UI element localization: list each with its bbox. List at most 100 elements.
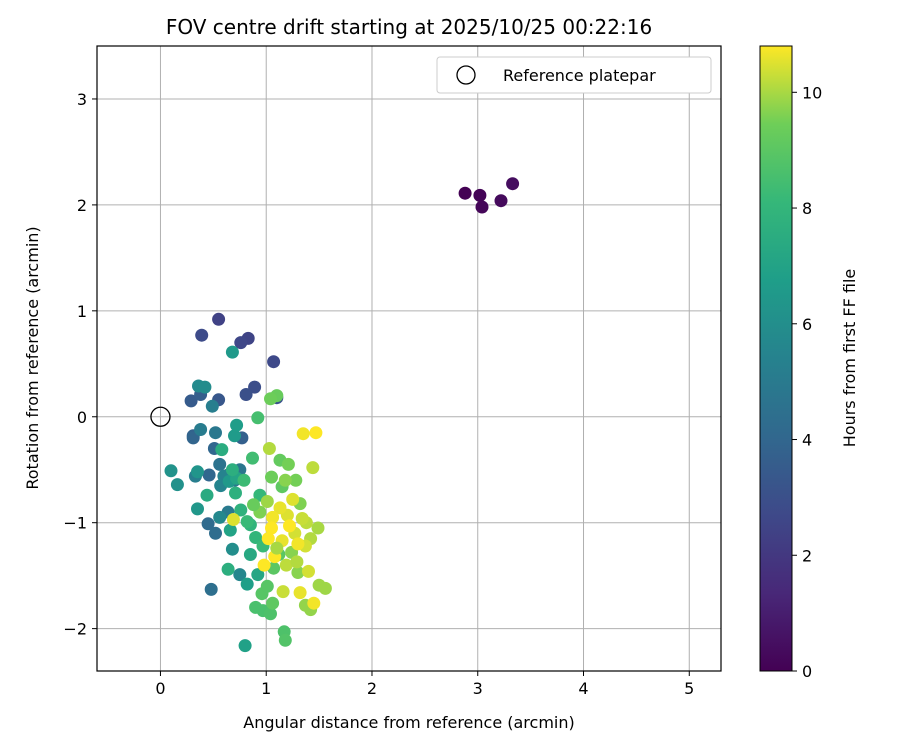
data-point bbox=[278, 633, 292, 647]
data-point bbox=[213, 457, 227, 471]
data-point bbox=[251, 568, 265, 582]
data-point bbox=[228, 429, 241, 443]
data-point bbox=[307, 596, 321, 610]
x-tick-label: 5 bbox=[684, 679, 694, 698]
data-point bbox=[239, 388, 253, 401]
data-point bbox=[267, 355, 281, 369]
data-point bbox=[291, 566, 305, 579]
data-point bbox=[233, 568, 247, 582]
data-point bbox=[295, 512, 309, 525]
data-point bbox=[191, 502, 204, 516]
data-point bbox=[191, 465, 204, 479]
data-point bbox=[273, 501, 287, 515]
data-point bbox=[170, 478, 184, 492]
data-point bbox=[225, 463, 239, 477]
data-point bbox=[230, 418, 244, 432]
colorbar-tick-label: 10 bbox=[802, 83, 822, 102]
colorbar-label: Hours from first FF file bbox=[840, 269, 859, 448]
data-point bbox=[261, 532, 275, 546]
x-tick-label: 3 bbox=[473, 679, 483, 698]
data-point bbox=[296, 427, 310, 441]
data-point bbox=[237, 473, 251, 487]
legend-marker-icon bbox=[456, 65, 476, 85]
data-point bbox=[238, 639, 252, 653]
data-point bbox=[473, 188, 487, 202]
data-point bbox=[262, 442, 276, 455]
legend: Reference platepar bbox=[436, 56, 712, 94]
data-point bbox=[278, 473, 292, 487]
data-point bbox=[302, 564, 315, 578]
data-point bbox=[257, 558, 271, 572]
reference-marker-layer bbox=[150, 406, 171, 427]
data-point bbox=[225, 345, 239, 359]
data-point bbox=[265, 470, 278, 484]
x-tick-label: 4 bbox=[578, 679, 588, 698]
data-point bbox=[293, 586, 307, 600]
data-point bbox=[264, 607, 277, 621]
data-point bbox=[225, 542, 239, 556]
data-point bbox=[458, 186, 472, 200]
data-point bbox=[291, 537, 305, 551]
data-point bbox=[306, 461, 320, 475]
x-tick-label: 2 bbox=[367, 679, 377, 698]
data-point bbox=[234, 336, 248, 350]
plot-frame bbox=[96, 45, 722, 672]
chart-title: FOV centre drift starting at 2025/10/25 … bbox=[166, 15, 652, 39]
y-tick-label: −1 bbox=[63, 514, 87, 533]
y-tick-label: 3 bbox=[77, 90, 87, 109]
data-point bbox=[212, 312, 226, 326]
data-point bbox=[215, 443, 229, 457]
data-point bbox=[240, 515, 254, 529]
x-tick-label: 0 bbox=[155, 679, 165, 698]
data-point bbox=[286, 492, 300, 506]
x-axis-ticks: 0 1 2 3 4 5 bbox=[155, 671, 694, 698]
data-point bbox=[270, 541, 284, 555]
data-point bbox=[475, 200, 489, 214]
data-point bbox=[318, 581, 332, 595]
colorbar-tick-label: 8 bbox=[802, 199, 812, 218]
x-tick-label: 1 bbox=[261, 679, 271, 698]
colorbar-ticks: 0 2 4 6 8 10 bbox=[792, 83, 822, 681]
data-point bbox=[246, 451, 259, 465]
data-point bbox=[194, 423, 208, 436]
colorbar-gradient bbox=[759, 45, 793, 672]
data-point bbox=[240, 577, 254, 591]
colorbar-tick-label: 6 bbox=[802, 315, 812, 334]
data-point bbox=[205, 399, 219, 413]
data-point bbox=[276, 585, 290, 599]
y-tick-label: −2 bbox=[63, 620, 87, 639]
x-axis-label: Angular distance from reference (arcmin) bbox=[243, 713, 574, 732]
data-point bbox=[184, 394, 198, 408]
data-point bbox=[202, 468, 216, 482]
data-point bbox=[213, 510, 227, 524]
data-point bbox=[201, 517, 215, 531]
legend-label: Reference platepar bbox=[503, 66, 656, 85]
data-point bbox=[221, 562, 235, 576]
y-axis-ticks: −2 −1 0 1 2 3 bbox=[63, 90, 97, 639]
data-point bbox=[279, 558, 293, 572]
colorbar-tick-label: 0 bbox=[802, 662, 812, 681]
colorbar-tick-label: 2 bbox=[802, 546, 812, 565]
data-point bbox=[265, 521, 278, 535]
data-point bbox=[281, 457, 295, 471]
data-point bbox=[264, 392, 277, 406]
y-tick-label: 2 bbox=[77, 196, 87, 215]
data-point bbox=[248, 380, 262, 394]
data-point bbox=[249, 531, 263, 544]
data-point bbox=[494, 194, 508, 208]
data-point bbox=[289, 473, 303, 487]
data-point bbox=[186, 431, 200, 445]
data-point bbox=[209, 426, 222, 440]
data-point bbox=[204, 582, 218, 596]
grid bbox=[97, 46, 721, 671]
data-point bbox=[247, 498, 260, 512]
data-point bbox=[209, 526, 222, 540]
y-tick-label: 0 bbox=[77, 408, 87, 427]
y-tick-label: 1 bbox=[77, 302, 87, 321]
data-point bbox=[260, 579, 274, 593]
data-point bbox=[195, 328, 209, 342]
legend-box bbox=[436, 56, 712, 94]
data-point bbox=[311, 521, 325, 535]
data-point bbox=[243, 548, 257, 561]
